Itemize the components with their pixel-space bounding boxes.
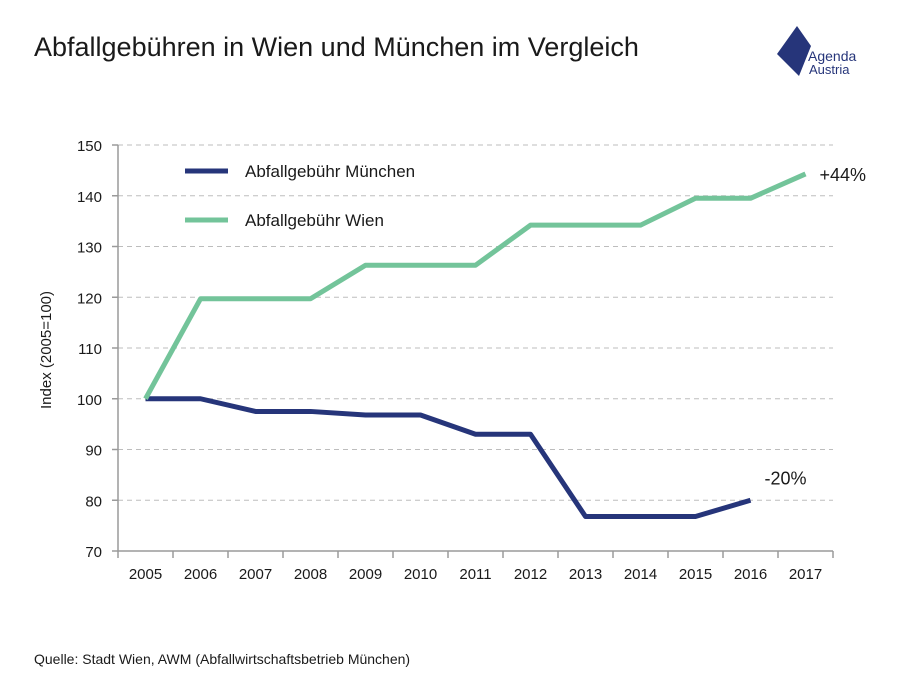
y-axis-title: Index (2005=100): [38, 291, 55, 409]
legend-label: Abfallgebühr München: [245, 162, 415, 181]
end-label-muenchen: -20%: [765, 468, 807, 488]
y-tick-label: 80: [85, 493, 102, 510]
x-tick-label: 2005: [129, 566, 162, 583]
x-tick-label: 2013: [569, 566, 602, 583]
y-tick-label: 120: [77, 290, 102, 307]
x-tick-label: 2011: [459, 566, 491, 583]
x-tick-label: 2015: [679, 566, 712, 583]
line-chart: 70 80 90 100 110 120 130 140 150 2005 2006 2007 2008…: [38, 138, 867, 583]
series-line-muenchen: [145, 396, 752, 519]
x-tick-label: 2006: [184, 566, 217, 583]
y-tick-label: 130: [77, 240, 102, 257]
x-tick-label: 2016: [734, 566, 767, 583]
x-tick-label: 2008: [294, 566, 327, 583]
end-label-wien: +44%: [820, 165, 867, 185]
chart-title: Abfallgebühren in Wien und München im Ve…: [34, 32, 639, 62]
x-tick-label: 2010: [404, 566, 437, 583]
x-tick-label: 2012: [514, 566, 547, 583]
y-tick-label: 90: [85, 443, 102, 460]
y-tick-label: 140: [77, 189, 102, 206]
x-tick-label: 2009: [349, 566, 382, 583]
legend-label: Abfallgebühr Wien: [245, 211, 384, 230]
agenda-austria-logo: Agenda Austria: [775, 26, 885, 82]
source-note: Quelle: Stadt Wien, AWM (Abfallwirtschaf…: [34, 651, 411, 667]
logo-line1: Agenda: [808, 48, 857, 64]
x-tick-label: 2007: [239, 566, 272, 583]
logo-line2: Austria: [809, 62, 850, 77]
series-line-wien: [143, 171, 807, 400]
y-tick-label: 100: [77, 392, 102, 409]
y-tick-label: 150: [77, 138, 102, 155]
logo-mark-icon: [777, 26, 811, 76]
y-tick-label: 110: [78, 341, 102, 358]
x-tick-label: 2014: [624, 566, 657, 583]
x-tick-label: 2017: [789, 566, 822, 583]
y-tick-label: 70: [85, 544, 102, 561]
